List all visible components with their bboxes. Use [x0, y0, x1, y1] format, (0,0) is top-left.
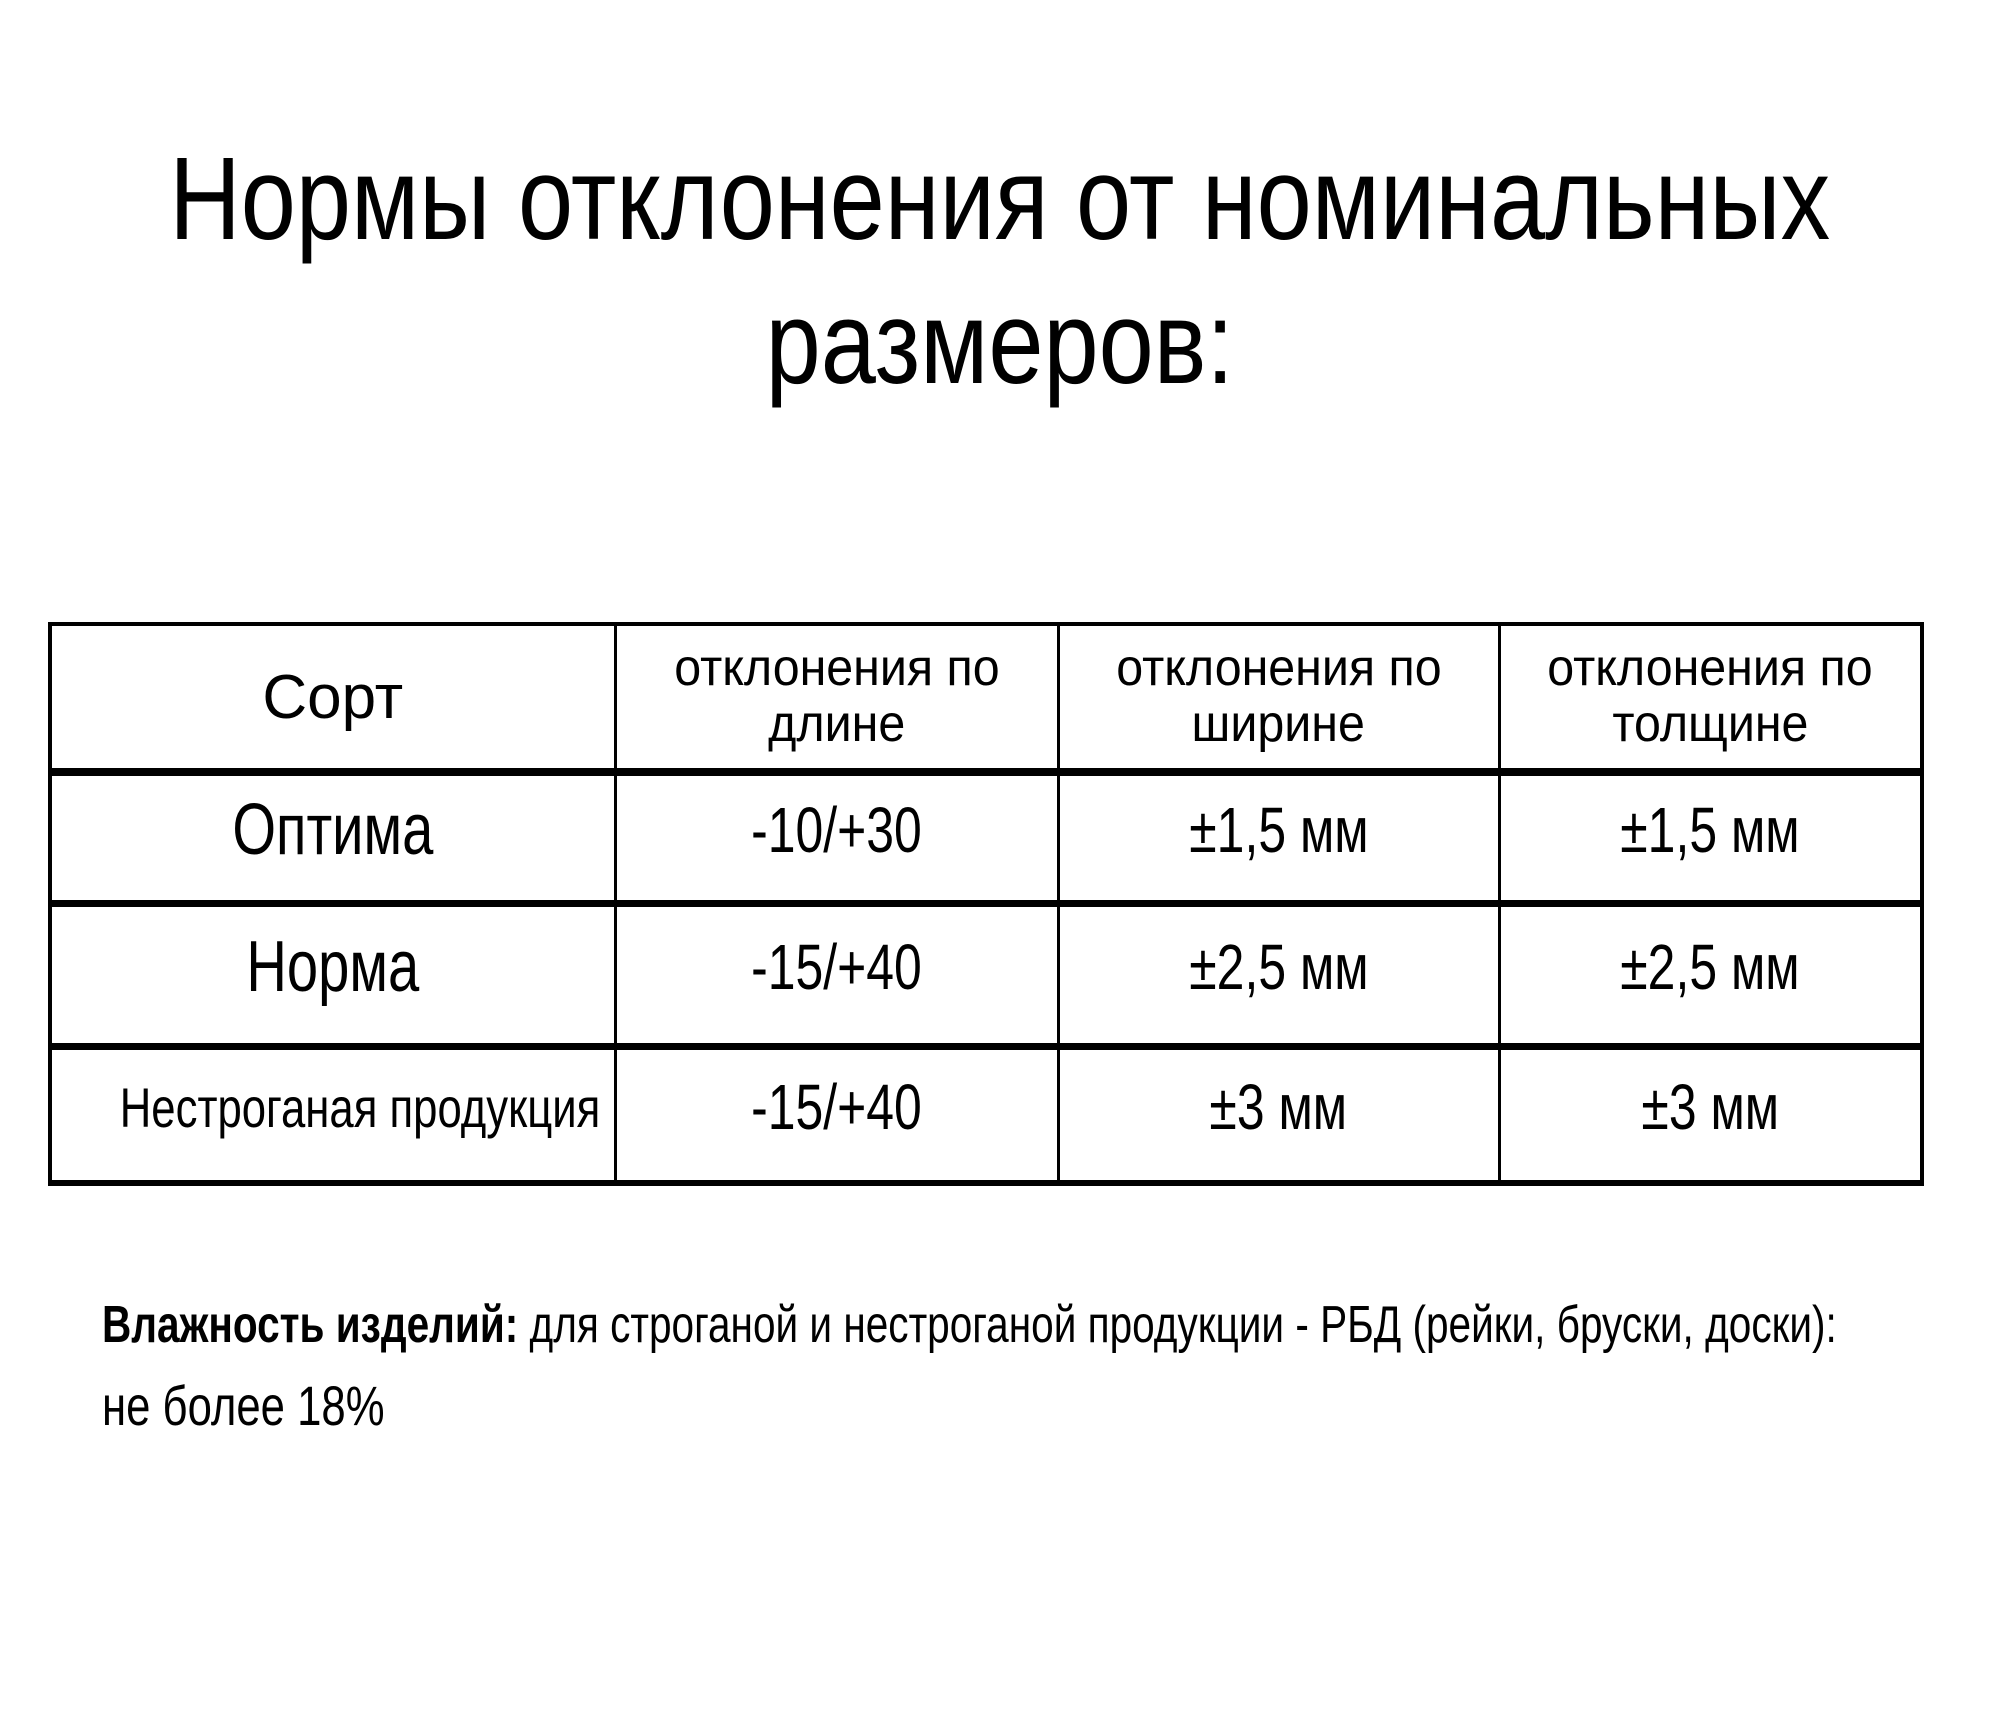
header-grade-label: Сорт — [262, 662, 404, 732]
grade-value: Нестроганая продукция — [119, 1075, 601, 1139]
width-deviation-cell: ±2,5 мм — [1056, 903, 1499, 1050]
header-width-line-2: ширине — [1191, 695, 1366, 753]
width-deviation-cell: ±1,5 мм — [1056, 772, 1499, 907]
header-width-line-1: отклонения по — [1115, 639, 1442, 698]
moisture-note-label: Влажность изделий: — [102, 1296, 519, 1354]
header-length-line-2: длине — [767, 695, 906, 753]
thickness-deviation-cell: ±3 мм — [1497, 1046, 1922, 1183]
moisture-limit-value: не более 18% — [102, 1373, 385, 1437]
page-title: Нормы отклонения от номинальных размеров… — [0, 128, 2000, 416]
header-cell-grade: Сорт — [50, 624, 615, 776]
header-length-line-1: отклонения по — [673, 639, 1000, 698]
header-cell-thickness-deviation: отклонения по толщине — [1497, 624, 1922, 776]
header-thickness-line-1: отклонения по — [1547, 639, 1873, 698]
table-row-optima: Оптима -10/+30 ±1,5 мм ±1,5 мм — [50, 772, 1922, 907]
thickness-deviation-value: ±3 мм — [1641, 1071, 1780, 1143]
page-title-line-1-text: Нормы отклонения от номинальных — [169, 133, 1831, 265]
length-deviation-cell: -15/+40 — [613, 1046, 1058, 1183]
header-thickness-line-2: толщине — [1612, 695, 1809, 753]
header-cell-length-deviation: отклонения по длине — [613, 624, 1058, 776]
table-row-unplaned: Нестроганая продукция -15/+40 ±3 мм ±3 м… — [50, 1046, 1922, 1184]
moisture-note: Влажность изделий: для строганой и нестр… — [102, 1296, 2000, 1438]
table-row-norma: Норма -15/+40 ±2,5 мм ±2,5 мм — [50, 903, 1922, 1050]
page-title-line-2-text: размеров: — [765, 276, 1235, 409]
moisture-note-description: для строганой и нестроганой продукции - … — [518, 1296, 1837, 1354]
width-deviation-value: ±2,5 мм — [1188, 931, 1369, 1003]
grade-cell: Оптима — [50, 772, 615, 907]
thickness-deviation-value: ±2,5 мм — [1620, 931, 1800, 1003]
width-deviation-value: ±1,5 мм — [1188, 794, 1369, 866]
width-deviation-value: ±3 мм — [1209, 1071, 1348, 1143]
grade-cell: Нестроганая продукция — [50, 1047, 615, 1184]
length-deviation-value: -15/+40 — [751, 931, 922, 1003]
thickness-deviation-cell: ±1,5 мм — [1497, 772, 1922, 907]
deviation-table-wrapper: Сорт отклонения по длине отклонения по ш… — [48, 622, 1924, 1186]
table-header-row: Сорт отклонения по длине отклонения по ш… — [50, 624, 1922, 776]
length-deviation-cell: -10/+30 — [613, 772, 1058, 907]
thickness-deviation-cell: ±2,5 мм — [1497, 903, 1922, 1050]
width-deviation-cell: ±3 мм — [1056, 1046, 1499, 1183]
grade-value: Оптима — [232, 790, 434, 870]
moisture-note-line-1-text: Влажность изделий: для строганой и нестр… — [102, 1296, 1837, 1356]
thickness-deviation-value: ±1,5 мм — [1620, 794, 1800, 866]
moisture-note-line-2: не более 18% — [102, 1374, 2000, 1438]
moisture-note-line-1: Влажность изделий: для строганой и нестр… — [102, 1296, 2000, 1356]
length-deviation-value: -15/+40 — [751, 1071, 922, 1143]
grade-value: Норма — [246, 927, 420, 1007]
page-title-line-1: Нормы отклонения от номинальных — [0, 128, 2000, 272]
length-deviation-value: -10/+30 — [751, 794, 922, 866]
page-title-line-2: размеров: — [0, 272, 2000, 416]
grade-cell: Норма — [50, 903, 615, 1050]
deviation-table: Сорт отклонения по длине отклонения по ш… — [48, 622, 1924, 1186]
header-cell-width-deviation: отклонения по ширине — [1056, 624, 1499, 776]
length-deviation-cell: -15/+40 — [613, 903, 1058, 1050]
